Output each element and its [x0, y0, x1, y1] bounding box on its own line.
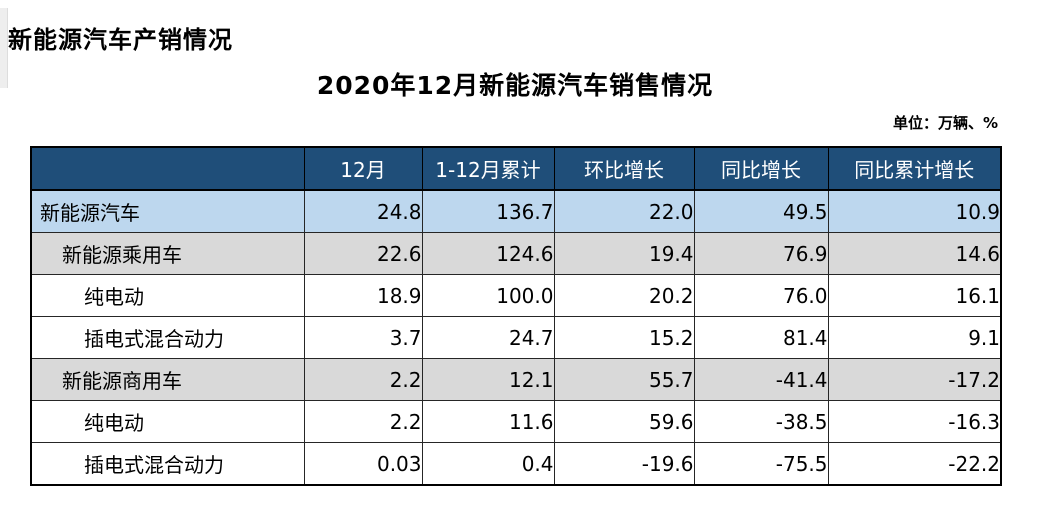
cell-value: 76.0	[693, 274, 829, 317]
table-title-wrap: 2020年12月新能源汽车销售情况	[30, 66, 1000, 102]
row-label: 新能源商用车	[30, 358, 305, 401]
unit-note: 单位：万辆、%	[892, 114, 998, 132]
table-row: 插电式混合动力 3.7 24.7 15.2 81.4 9.1	[30, 316, 1002, 359]
cell-value: 2.2	[303, 358, 423, 401]
cell-value: 0.03	[303, 442, 423, 486]
table-row: 新能源乘用车 22.6 124.6 19.4 76.9 14.6	[30, 232, 1002, 275]
cell-value: 59.6	[553, 400, 695, 443]
table-header-row: 12月 1-12月累计 环比增长 同比增长 同比累计增长	[30, 146, 1002, 191]
cell-value: 22.0	[553, 189, 695, 233]
cell-value: -17.2	[827, 358, 1002, 401]
cell-value: 10.9	[827, 189, 1002, 233]
column-header-1: 12月	[303, 146, 423, 191]
cell-value: 136.7	[421, 189, 555, 233]
cell-value: 18.9	[303, 274, 423, 317]
cell-value: 9.1	[827, 316, 1002, 359]
page-title: 新能源汽车产销情况	[8, 26, 233, 54]
unit-note-wrap: 单位：万辆、%	[30, 112, 998, 133]
cell-value: 124.6	[421, 232, 555, 275]
cell-value: 100.0	[421, 274, 555, 317]
cell-value: 14.6	[827, 232, 1002, 275]
row-label: 纯电动	[30, 400, 305, 443]
cell-value: 12.1	[421, 358, 555, 401]
table-row: 纯电动 18.9 100.0 20.2 76.0 16.1	[30, 274, 1002, 317]
table-row: 新能源商用车 2.2 12.1 55.7 -41.4 -17.2	[30, 358, 1002, 401]
page-edge-artifact	[0, 8, 8, 88]
cell-value: 76.9	[693, 232, 829, 275]
cell-value: 15.2	[553, 316, 695, 359]
cell-value: 22.6	[303, 232, 423, 275]
table-row: 纯电动 2.2 11.6 59.6 -38.5 -16.3	[30, 400, 1002, 443]
row-label: 新能源汽车	[30, 189, 305, 233]
column-header-3: 环比增长	[553, 146, 695, 191]
cell-value: 3.7	[303, 316, 423, 359]
cell-value: 24.8	[303, 189, 423, 233]
cell-value: 16.1	[827, 274, 1002, 317]
cell-value: -16.3	[827, 400, 1002, 443]
cell-value: -41.4	[693, 358, 829, 401]
cell-value: -22.2	[827, 442, 1002, 486]
cell-value: 20.2	[553, 274, 695, 317]
cell-value: 49.5	[693, 189, 829, 233]
cell-value: -75.5	[693, 442, 829, 486]
row-label: 新能源乘用车	[30, 232, 305, 275]
column-header-0	[30, 146, 305, 191]
table-row: 插电式混合动力 0.03 0.4 -19.6 -75.5 -22.2	[30, 442, 1002, 486]
cell-value: 11.6	[421, 400, 555, 443]
cell-value: 24.7	[421, 316, 555, 359]
cell-value: 19.4	[553, 232, 695, 275]
cell-value: 0.4	[421, 442, 555, 486]
cell-value: 55.7	[553, 358, 695, 401]
nev-sales-table: 12月 1-12月累计 环比增长 同比增长 同比累计增长 新能源汽车 24.8 136.7 2…	[30, 146, 1002, 486]
cell-value: 2.2	[303, 400, 423, 443]
cell-value: 81.4	[693, 316, 829, 359]
cell-value: -38.5	[693, 400, 829, 443]
cell-value: -19.6	[553, 442, 695, 486]
column-header-4: 同比增长	[693, 146, 829, 191]
table-title: 2020年12月新能源汽车销售情况	[316, 71, 714, 100]
row-label: 插电式混合动力	[30, 316, 305, 359]
row-label: 纯电动	[30, 274, 305, 317]
column-header-2: 1-12月累计	[421, 146, 555, 191]
column-header-5: 同比累计增长	[827, 146, 1002, 191]
row-label: 插电式混合动力	[30, 442, 305, 486]
table-row: 新能源汽车 24.8 136.7 22.0 49.5 10.9	[30, 189, 1002, 233]
